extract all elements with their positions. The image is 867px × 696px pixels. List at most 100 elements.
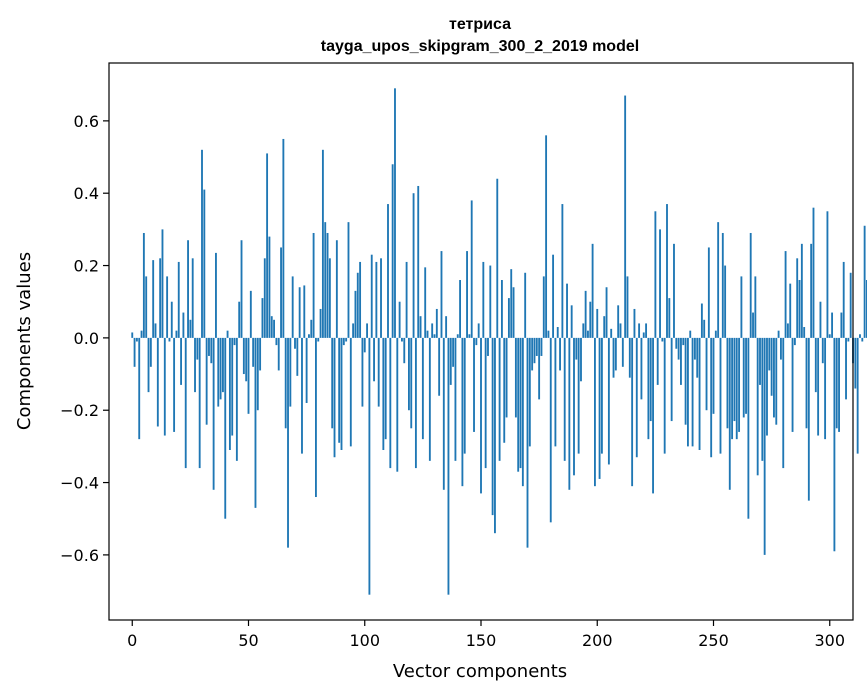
bar — [452, 337, 455, 367]
x-tick-label: 250 — [698, 631, 729, 650]
bar — [396, 337, 399, 472]
bar — [196, 337, 199, 360]
bar — [756, 337, 759, 476]
bar — [656, 337, 659, 385]
x-tick-label: 300 — [814, 631, 845, 650]
bar — [745, 337, 747, 414]
bar — [603, 316, 606, 338]
bar — [275, 337, 278, 346]
bar — [628, 337, 631, 378]
bar — [712, 337, 715, 414]
x-axis-label: Vector components — [393, 661, 567, 682]
bar — [638, 323, 641, 338]
bar — [696, 337, 699, 378]
bar — [521, 337, 524, 487]
bar — [308, 334, 310, 338]
bar — [780, 337, 782, 360]
bar — [517, 337, 520, 472]
bar — [838, 337, 840, 432]
bar — [533, 337, 536, 364]
bar — [194, 337, 196, 393]
bar — [303, 285, 306, 338]
bar — [526, 337, 529, 548]
bar — [254, 337, 257, 508]
bar — [491, 337, 494, 516]
bar — [315, 337, 317, 498]
bar — [152, 260, 155, 338]
bar — [714, 330, 717, 338]
bar — [298, 287, 301, 338]
bar — [133, 337, 136, 367]
bar — [296, 337, 299, 376]
bar — [403, 337, 406, 364]
bar — [498, 337, 501, 461]
x-axis-ticks: 0 50 100 150 200 250 300 — [127, 620, 845, 650]
bar — [735, 337, 738, 440]
bar — [380, 258, 382, 338]
bar — [324, 222, 327, 338]
bar — [170, 301, 173, 338]
bar — [738, 337, 741, 432]
bar — [777, 330, 780, 338]
bar — [642, 332, 645, 338]
bar — [138, 337, 141, 440]
bar — [761, 337, 764, 461]
bar — [191, 258, 194, 338]
bar — [819, 301, 822, 338]
bar — [387, 204, 389, 338]
bar — [786, 323, 789, 338]
bar — [617, 305, 620, 338]
bar — [552, 254, 555, 338]
bar — [828, 334, 831, 338]
bar — [263, 258, 266, 338]
bar — [566, 283, 568, 338]
bar — [635, 337, 638, 458]
bar — [484, 337, 487, 469]
bar — [377, 337, 380, 407]
bar — [749, 232, 752, 338]
bar — [442, 337, 445, 490]
bar — [340, 337, 343, 450]
bar — [189, 319, 192, 338]
chart-subtitle: tayga_upos_skipgram_300_2_2019 model — [321, 38, 639, 55]
bar — [619, 323, 622, 338]
bar — [668, 298, 671, 338]
bar — [845, 337, 847, 400]
bar — [631, 337, 634, 487]
bar — [345, 337, 348, 342]
bar — [659, 229, 661, 338]
bar — [149, 337, 152, 367]
bar — [559, 337, 561, 371]
bar — [503, 337, 506, 443]
bar — [682, 337, 685, 346]
bar — [235, 337, 238, 461]
bar — [540, 337, 543, 356]
bar — [596, 308, 599, 338]
bar — [228, 337, 231, 450]
bar — [840, 312, 843, 338]
bar — [647, 337, 650, 440]
bar — [131, 332, 134, 338]
bar — [519, 337, 522, 469]
bar — [654, 211, 657, 338]
bar — [247, 337, 250, 414]
bar — [370, 254, 373, 338]
bar — [424, 267, 427, 338]
bar — [449, 337, 452, 385]
bar — [600, 337, 603, 454]
bar — [570, 305, 573, 338]
x-tick-label: 200 — [582, 631, 613, 650]
bar — [177, 261, 180, 338]
bar — [233, 337, 236, 346]
bar — [489, 265, 492, 338]
bar — [215, 252, 217, 338]
bar — [219, 337, 222, 400]
bar — [666, 204, 668, 338]
bar — [145, 276, 148, 338]
bar — [817, 337, 820, 436]
bar — [201, 149, 203, 338]
y-tick-label: −0.6 — [60, 546, 99, 565]
y-tick-label: 0.2 — [74, 257, 99, 276]
bar — [389, 337, 392, 469]
bar — [252, 337, 255, 367]
